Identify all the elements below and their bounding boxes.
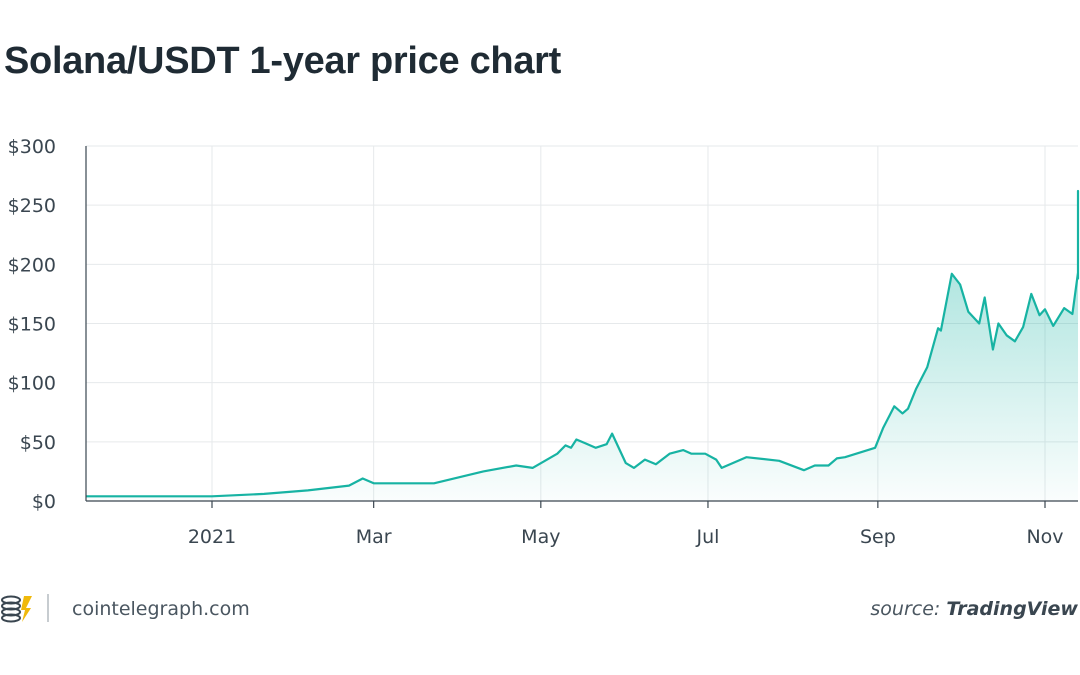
x-tick-label: May [521, 526, 560, 548]
source-credit: source: TradingView [870, 598, 1078, 620]
chart-axes [85, 146, 1078, 508]
y-tick-label: $50 [20, 432, 56, 454]
x-tick-label: Nov [1026, 526, 1063, 548]
page-title: Solana/USDT 1-year price chart [4, 40, 561, 82]
price-chart: $0 $50 $100 $150 $200 $250 $300 2021 Mar May Jul S… [8, 136, 1080, 548]
y-tick-label: $0 [32, 491, 56, 513]
footer-divider [47, 594, 49, 622]
x-tick-label: Sep [860, 526, 896, 548]
x-tick-label: Mar [356, 526, 392, 548]
source-prefix: source: [870, 598, 947, 620]
x-axis-ticks: 2021 Mar May Jul Sep Nov [188, 526, 1064, 548]
y-tick-label: $150 [8, 314, 56, 336]
price-line [86, 189, 1080, 498]
price-area-fill [86, 191, 1078, 501]
y-tick-label: $100 [8, 373, 56, 395]
footer: cointelegraph.com source: TradingView [0, 590, 1080, 630]
y-axis-ticks: $0 $50 $100 $150 $200 $250 $300 [8, 136, 56, 513]
source-name: TradingView [946, 598, 1078, 620]
site-name: cointelegraph.com [72, 598, 250, 620]
x-tick-label: Jul [695, 526, 719, 548]
cointelegraph-logo-icon [1, 595, 32, 623]
y-tick-label: $200 [8, 254, 56, 276]
y-tick-label: $250 [8, 195, 56, 217]
y-tick-label: $300 [8, 136, 56, 158]
chart-area-layer [86, 189, 1080, 501]
x-tick-label: 2021 [188, 526, 236, 548]
